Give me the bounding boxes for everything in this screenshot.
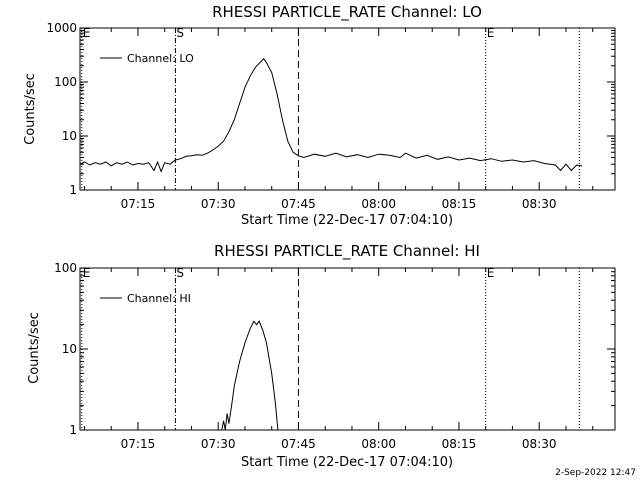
hi-chart-title: RHESSI PARTICLE_RATE Channel: HI [214,242,480,261]
hi-y-axis-label: Counts/sec [27,312,42,384]
hi-marker-label: S [176,266,184,280]
hi-y-tick-label: 100 [54,261,77,275]
hi-x-axis-label: Start Time (22-Dec-17 07:04:10) [241,455,453,470]
lo-marker-label: E [83,26,91,40]
hi-channel-panel: RHESSI PARTICLE_RATE Channel: HI 110100 … [27,242,616,470]
lo-legend-label: Channel: LO [127,52,194,65]
lo-x-tick-label: 08:30 [522,197,557,211]
hi-y-tick-label: 1 [69,423,77,437]
hi-y-tick-label: 10 [62,342,77,356]
lo-x-tick-label: 07:15 [121,197,156,211]
hi-y-axis: 1 10 100 [54,261,615,437]
hi-marker-label: E [487,266,495,280]
lo-marker-label: E [487,26,495,40]
lo-y-tick-label: 10 [62,129,77,143]
lo-y-axis-label: Counts/sec [23,73,38,145]
hi-x-tick-label: 07:45 [281,437,316,451]
lo-x-tick-label: 07:30 [201,197,236,211]
lo-y-tick-label: 1000 [46,21,77,35]
generated-timestamp: 2-Sep-2022 12:47 [555,468,636,478]
hi-x-tick-label: 07:30 [201,437,236,451]
hi-x-tick-label: 08:00 [361,437,396,451]
hi-x-tick-label: 08:30 [522,437,557,451]
lo-y-axis: 1 10 100 1000 [46,21,615,197]
lo-y-tick-label: 1 [69,183,77,197]
hi-legend: Channel: HI [100,292,191,305]
hi-x-tick-label: 07:15 [121,437,156,451]
lo-x-axis-label: Start Time (22-Dec-17 07:04:10) [241,213,453,228]
hi-marker-label: E [83,266,91,280]
hi-x-axis: 07:15 07:30 07:45 08:00 08:15 08:30 [83,268,594,451]
lo-plot-frame [79,27,616,191]
lo-channel-panel: RHESSI PARTICLE_RATE Channel: LO 1101001… [23,3,616,228]
lo-legend: Channel: LO [100,52,194,65]
hi-x-tick-label: 08:15 [442,437,477,451]
hi-legend-label: Channel: HI [127,292,191,305]
lo-x-tick-label: 07:45 [281,197,316,211]
lo-series-line [79,57,583,173]
lo-y-tick-label: 100 [54,75,77,89]
lo-x-tick-label: 08:15 [442,197,477,211]
lo-x-tick-label: 08:00 [361,197,396,211]
lo-chart-title: RHESSI PARTICLE_RATE Channel: LO [212,3,482,22]
hi-series-line [221,320,279,431]
lo-marker-label: S [176,26,184,40]
